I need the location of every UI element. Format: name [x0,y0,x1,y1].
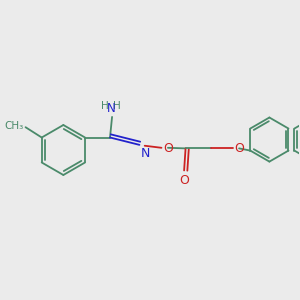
Text: O: O [179,174,189,187]
Text: N: N [141,147,150,160]
Text: H: H [101,101,109,111]
Text: H: H [113,101,121,111]
Text: CH₃: CH₃ [5,121,24,131]
Text: O: O [163,142,173,155]
Text: N: N [106,102,115,115]
Text: O: O [234,142,244,155]
